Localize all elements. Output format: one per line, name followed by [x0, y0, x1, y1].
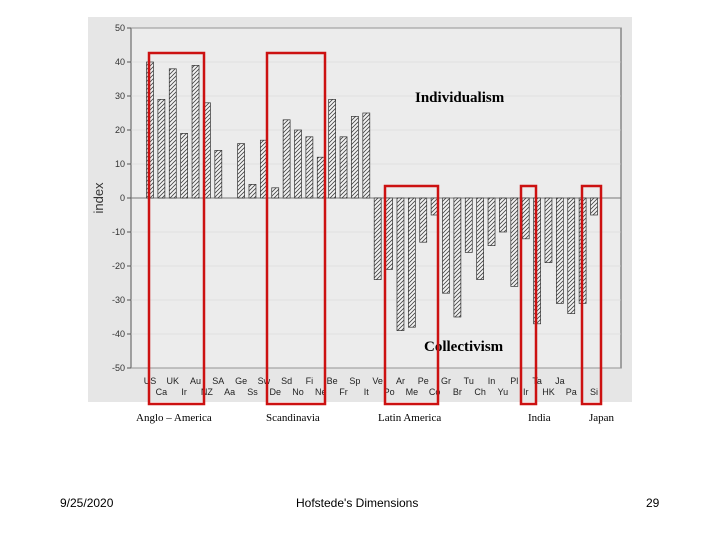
- bar-be-16: [328, 99, 337, 199]
- individualism-annotation: Individualism: [415, 90, 505, 106]
- bar-ja-39: [590, 197, 598, 216]
- category-label: Pe: [418, 376, 429, 386]
- category-label: Ch: [474, 387, 486, 397]
- group-label-india: India: [528, 412, 551, 424]
- category-label: Be: [327, 376, 338, 386]
- category-label: Sd: [281, 376, 292, 386]
- bar-sd-12: [282, 119, 291, 199]
- category-label: Fi: [306, 376, 314, 386]
- category-label: NZ: [201, 387, 213, 397]
- category-label: Br: [453, 387, 462, 397]
- bar-ne-15: [316, 156, 325, 199]
- highlight-box-japan: [580, 184, 603, 406]
- bar-sp-18: [351, 116, 359, 199]
- bar-in-33: [521, 197, 530, 240]
- bar-si-36: [555, 197, 564, 304]
- footer-date: 9/25/2020: [60, 496, 114, 510]
- category-label: Ne: [315, 387, 327, 397]
- y-tick-label: -20: [112, 261, 125, 271]
- highlight-box-scandinavia: [265, 51, 327, 406]
- group-label-japan: Japan: [589, 412, 615, 424]
- y-tick-label: 20: [115, 125, 125, 135]
- bar-ir-3: [180, 133, 189, 199]
- category-label: HK: [542, 387, 555, 397]
- group-label-scandinavia: Scandinavia: [266, 412, 320, 424]
- bar-ch-26: [442, 197, 450, 294]
- category-label: Ja: [555, 376, 565, 386]
- bar-pe-27: [453, 197, 462, 318]
- bar-de-11: [271, 187, 280, 199]
- bar-ve-21: [385, 197, 393, 270]
- bar-co-23: [407, 197, 416, 328]
- category-label: Ge: [235, 376, 247, 386]
- category-label: Gr: [441, 376, 451, 386]
- category-label: In: [488, 376, 496, 386]
- category-label: Ss: [247, 387, 258, 397]
- category-label: Co: [429, 387, 441, 397]
- y-tick-label: -30: [112, 295, 125, 305]
- bar-yu-29: [476, 197, 485, 280]
- y-tick-label: -40: [112, 329, 125, 339]
- category-label: De: [269, 387, 281, 397]
- bar-tu-30: [487, 197, 496, 246]
- highlight-box-india: [519, 184, 538, 406]
- bar-pl-35: [544, 197, 553, 263]
- category-label: Ar: [396, 376, 405, 386]
- category-label: Aa: [224, 387, 235, 397]
- bar-it-19: [362, 112, 371, 199]
- category-label: It: [364, 387, 370, 397]
- bar-ir-31: [499, 197, 507, 233]
- bar-fr-17: [339, 136, 348, 199]
- category-label: Sp: [349, 376, 360, 386]
- bar-sw-9: [248, 184, 257, 199]
- collectivism-annotation: Collectivism: [424, 339, 504, 355]
- y-tick-label: -50: [112, 363, 125, 373]
- y-tick-label: 10: [115, 159, 125, 169]
- category-label: Pl: [510, 376, 518, 386]
- category-label: UK: [167, 376, 180, 386]
- category-label: Ca: [156, 387, 168, 397]
- y-tick-label: -10: [112, 227, 125, 237]
- bar-br-24: [419, 197, 428, 243]
- bar-hk-32: [510, 197, 519, 287]
- category-label: Si: [590, 387, 598, 397]
- bar-ca-1: [157, 99, 166, 199]
- category-label: No: [292, 387, 304, 397]
- bar-gr-28: [464, 197, 473, 253]
- y-tick-label: 50: [115, 23, 125, 33]
- category-label: Yu: [498, 387, 509, 397]
- category-label: Ir: [181, 387, 187, 397]
- highlight-box-latin-america: [383, 184, 440, 406]
- footer-page-number: 29: [646, 496, 660, 510]
- category-label: Me: [406, 387, 419, 397]
- category-label: Pa: [566, 387, 577, 397]
- group-label-latin-america: Latin America: [378, 412, 442, 424]
- y-tick-label: 40: [115, 57, 125, 67]
- highlight-box-anglo: [147, 51, 206, 406]
- bar-sa-6: [214, 150, 223, 199]
- footer-title: Hofstede's Dimensions: [296, 496, 419, 510]
- y-tick-label: 0: [120, 193, 125, 203]
- y-axis-label: index: [91, 182, 106, 214]
- category-label: Sw: [258, 376, 271, 386]
- category-label: SA: [212, 376, 224, 386]
- bar-fi-14: [305, 136, 314, 199]
- category-label: Po: [384, 387, 395, 397]
- bar-no-13: [294, 129, 302, 199]
- bar-po-20: [373, 197, 382, 280]
- bar-au-4: [191, 65, 200, 199]
- category-label: Ve: [372, 376, 383, 386]
- category-label: Tu: [464, 376, 474, 386]
- bar-aa-8: [237, 143, 245, 199]
- category-label: Au: [190, 376, 201, 386]
- group-label-anglo: Anglo – America: [136, 412, 212, 424]
- bar-me-22: [396, 197, 405, 331]
- y-axis: 50 40 30 20 10 0 -10 -20 -30 -40 -50: [112, 23, 131, 373]
- bar-uk-2: [168, 68, 177, 199]
- category-label: Fr: [339, 387, 348, 397]
- y-tick-label: 30: [115, 91, 125, 101]
- bar-ta-37: [567, 197, 576, 314]
- category-label: Ir: [523, 387, 529, 397]
